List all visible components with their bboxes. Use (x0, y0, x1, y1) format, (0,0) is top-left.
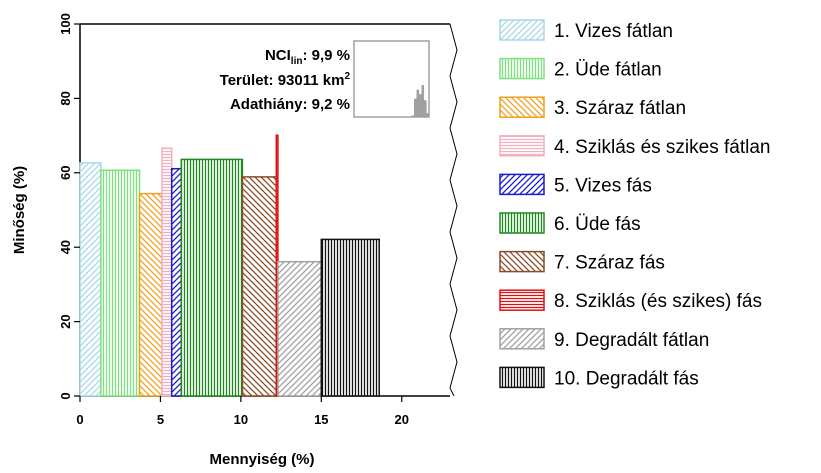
legend-item: 5. Vizes fás (499, 173, 652, 196)
inset-histogram-bar (424, 100, 427, 117)
y-tick-label: 60 (58, 166, 73, 180)
legend-item: 10. Degradált fás (499, 366, 699, 389)
legend-label: 8. Sziklás (és szikes) fás (554, 291, 762, 312)
y-tick-label: 0 (58, 392, 73, 399)
inset-histogram-bar (426, 113, 430, 117)
nci-annotation: NCIlin: 9,9 % (265, 47, 350, 67)
stats-annotation: NCIlin: 9,9 % Terület: 93011 km2 Adathiá… (220, 47, 351, 113)
bar-3 (138, 192, 163, 397)
legend-label: 7. Száraz fás (554, 253, 665, 274)
area-annotation: Terület: 93011 km2 (220, 71, 351, 89)
legend-swatch (499, 250, 545, 273)
legend-item: 3. Száraz fátlan (499, 96, 686, 119)
bar-4 (161, 147, 173, 397)
legend-label: 1. Vizes fátlan (554, 21, 673, 42)
inset-histogram-bar (419, 94, 422, 117)
x-axis-ticks: 0 5 10 15 20 (76, 396, 409, 427)
legend-swatch (499, 135, 545, 157)
legend-item: 9. Degradált fátlan (499, 328, 709, 351)
bar-10 (320, 238, 380, 397)
bar-7 (241, 176, 278, 397)
x-tick-label: 5 (157, 412, 164, 427)
missing-data-annotation: Adathiány: 9,2 % (230, 96, 350, 113)
inset-frame (353, 40, 430, 118)
x-axis-label: Mennyiség (%) (209, 451, 314, 468)
y-tick-label: 20 (58, 314, 73, 328)
legend-swatch (499, 366, 545, 389)
bar-5 (170, 167, 183, 397)
bar-6 (180, 158, 244, 397)
legend-item: 8. Sziklás (és szikes) fás (499, 289, 762, 312)
bars-group (79, 134, 380, 397)
inset-histogram-bar (421, 85, 425, 117)
legend-label: 10. Degradált fás (554, 368, 699, 389)
y-tick-label: 40 (58, 240, 73, 254)
y-tick-label: 100 (58, 13, 73, 35)
legend-swatch (499, 328, 545, 350)
legend-item: 7. Száraz fás (499, 250, 665, 274)
legend-label: 3. Száraz fátlan (554, 98, 686, 119)
legend-label: 2. Üde fátlan (554, 60, 662, 81)
legend-swatch (499, 173, 545, 196)
inset-histogram-bar (414, 98, 417, 117)
legend: 1. Vizes fátlan 2. Üde fátlan 3. Száraz fá… (499, 19, 770, 389)
legend-label: 4. Sziklás és szikes fátlan (554, 137, 770, 158)
x-tick-label: 20 (395, 412, 409, 427)
legend-item: 6. Üde fás (499, 212, 641, 235)
inset-histogram (353, 40, 430, 118)
inset-histogram-bar (416, 89, 420, 117)
legend-swatch (499, 96, 545, 118)
legend-swatch (499, 57, 545, 80)
x-tick-label: 10 (234, 412, 248, 427)
legend-swatch (499, 212, 545, 234)
legend-label: 9. Degradált fátlan (554, 330, 709, 351)
legend-label: 6. Üde fás (554, 214, 641, 235)
legend-item: 1. Vizes fátlan (499, 19, 673, 42)
bar-2 (100, 169, 141, 397)
legend-label: 5. Vizes fás (554, 175, 652, 196)
y-axis-label: Minőség (%) (11, 166, 28, 254)
y-tick-label: 80 (58, 91, 73, 105)
legend-item: 2. Üde fátlan (499, 57, 662, 81)
bar-1 (79, 162, 102, 397)
legend-swatch (499, 289, 545, 311)
inset-histogram-bar (411, 115, 415, 117)
x-tick-label: 15 (314, 412, 328, 427)
legend-swatch (499, 19, 545, 41)
y-axis-ticks: 0 20 40 60 80 100 (58, 13, 80, 400)
x-tick-label: 0 (76, 412, 83, 427)
bar-9 (277, 260, 323, 397)
legend-item: 4. Sziklás és szikes fátlan (499, 135, 770, 158)
